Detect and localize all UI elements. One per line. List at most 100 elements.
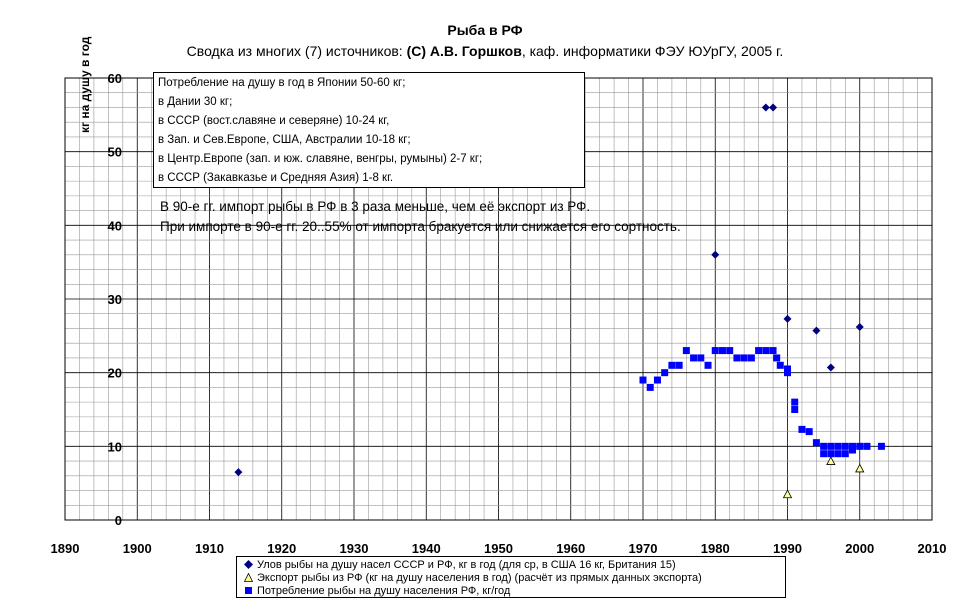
consumption-point bbox=[653, 376, 661, 384]
consumption-point bbox=[841, 442, 849, 450]
legend-item-consumption: Потребление рыбы на душу населения РФ, к… bbox=[243, 584, 785, 597]
y-tick-label: 30 bbox=[108, 292, 122, 307]
chart-marks bbox=[234, 103, 885, 499]
consumption-point bbox=[856, 442, 864, 450]
consumption-point bbox=[773, 354, 781, 362]
consumption-point bbox=[791, 398, 799, 406]
consumption-point bbox=[704, 361, 712, 369]
consumption-point bbox=[690, 354, 698, 362]
info-line: Потребление на душу в год в Японии 50-60… bbox=[158, 77, 406, 89]
consumption-point bbox=[726, 347, 734, 355]
note-import-export: В 90-е гг. импорт рыбы в РФ в 3 раза мен… bbox=[160, 199, 591, 214]
y-tick-label: 0 bbox=[115, 513, 122, 528]
y-axis-label: кг на душу в год bbox=[78, 36, 92, 133]
legend-label: Потребление рыбы на душу населения РФ, к… bbox=[257, 584, 511, 597]
y-tick-label: 40 bbox=[108, 218, 122, 233]
note-import-quality: При импорте в 90-е гг. 20..55% от импорт… bbox=[160, 219, 681, 234]
legend-item-catch: Улов рыбы на душу насел СССР и РФ, кг в … bbox=[243, 558, 785, 571]
x-tick-label: 1930 bbox=[340, 541, 369, 556]
consumption-point bbox=[820, 442, 828, 450]
consumption-point bbox=[762, 347, 770, 355]
catch-point bbox=[783, 314, 792, 323]
consumption-point bbox=[849, 446, 857, 454]
info-box: Потребление на душу в год в Японии 50-60… bbox=[153, 72, 585, 188]
export-point bbox=[855, 463, 865, 473]
info-line: в Центр.Европе (зап. и юж. славяне, венг… bbox=[158, 153, 483, 165]
consumption-point bbox=[791, 406, 799, 413]
info-line: в СССР (Закавказье и Средняя Азия) 1-8 к… bbox=[158, 172, 394, 184]
consumption-point bbox=[675, 361, 683, 369]
chart-subtitle: Сводка из многих (7) источников: (C) А.В… bbox=[0, 43, 970, 59]
catch-point bbox=[711, 250, 720, 259]
x-tick-label: 1970 bbox=[629, 541, 658, 556]
consumption-point bbox=[718, 347, 726, 355]
legend-label: Улов рыбы на душу насел СССР и РФ, кг в … bbox=[257, 558, 676, 571]
chart-ticks: 1890 1900 1910 1920 1930 1940 1950 1960 1970 1980… bbox=[51, 71, 947, 556]
consumption-point bbox=[784, 369, 791, 377]
consumption-point bbox=[827, 450, 835, 458]
consumption-point bbox=[798, 425, 806, 433]
chart-title: Рыба в РФ bbox=[447, 22, 523, 38]
x-tick-label: 1920 bbox=[267, 541, 296, 556]
consumption-point bbox=[682, 347, 690, 355]
consumption-point bbox=[769, 347, 777, 355]
consumption-point bbox=[711, 347, 719, 355]
consumption-point bbox=[733, 354, 741, 362]
x-tick-label: 2010 bbox=[918, 541, 947, 556]
y-tick-label: 20 bbox=[108, 366, 122, 381]
y-tick-label: 10 bbox=[108, 439, 122, 454]
info-line: в СССР (вост.славяне и северяне) 10-24 к… bbox=[158, 115, 390, 127]
consumption-point bbox=[697, 354, 705, 362]
consumption-point bbox=[820, 450, 828, 458]
consumption-point bbox=[668, 361, 676, 369]
consumption-point bbox=[646, 383, 654, 391]
triangle-marker-icon bbox=[243, 573, 253, 582]
x-tick-label: 1910 bbox=[195, 541, 224, 556]
x-tick-label: 1940 bbox=[412, 541, 441, 556]
consumption-point bbox=[863, 442, 871, 450]
x-tick-label: 1900 bbox=[123, 541, 152, 556]
consumption-point bbox=[784, 365, 791, 373]
consumption-point bbox=[827, 442, 835, 450]
catch-point bbox=[769, 103, 778, 112]
x-tick-label: 1890 bbox=[51, 541, 80, 556]
x-tick-label: 1990 bbox=[773, 541, 802, 556]
consumption-point bbox=[834, 442, 842, 450]
export-point bbox=[826, 456, 836, 465]
y-tick-label: 50 bbox=[108, 145, 122, 160]
y-tick-label: 60 bbox=[108, 71, 122, 86]
subtitle-author: (C) А.В. Горшков bbox=[406, 43, 522, 59]
consumption-point bbox=[755, 347, 763, 355]
catch-point bbox=[826, 363, 835, 372]
diamond-marker-icon bbox=[243, 560, 253, 569]
consumption-point bbox=[661, 369, 669, 377]
x-tick-label: 1980 bbox=[701, 541, 730, 556]
consumption-point bbox=[849, 442, 857, 450]
catch-point bbox=[855, 322, 864, 331]
x-tick-label: 1960 bbox=[556, 541, 585, 556]
subtitle-prefix: Сводка из многих (7) источников: bbox=[186, 43, 407, 59]
info-line: в Зап. и Сев.Европе, США, Австралии 10-1… bbox=[158, 134, 411, 146]
catch-point bbox=[812, 326, 821, 335]
subtitle-suffix: , каф. информатики ФЭУ ЮУрГУ, 2005 г. bbox=[521, 43, 784, 59]
consumption-point bbox=[639, 376, 647, 384]
chart-legend: Улов рыбы на душу насел СССР и РФ, кг в … bbox=[236, 556, 786, 598]
consumption-point bbox=[834, 450, 842, 458]
square-marker-icon bbox=[243, 586, 253, 595]
consumption-point bbox=[740, 354, 748, 362]
catch-point bbox=[761, 103, 770, 112]
x-tick-label: 1950 bbox=[484, 541, 513, 556]
consumption-point bbox=[805, 428, 813, 436]
info-line: в Дании 30 кг; bbox=[158, 96, 233, 108]
consumption-point bbox=[877, 442, 885, 450]
consumption-point bbox=[841, 450, 849, 458]
consumption-point bbox=[812, 439, 820, 447]
consumption-point bbox=[747, 354, 755, 362]
consumption-point bbox=[776, 361, 784, 369]
x-tick-label: 2000 bbox=[845, 541, 874, 556]
legend-label: Экспорт рыбы из РФ (кг на душу населения… bbox=[257, 571, 702, 584]
export-point bbox=[782, 489, 793, 499]
catch-point bbox=[234, 468, 243, 477]
legend-item-export: Экспорт рыбы из РФ (кг на душу населения… bbox=[243, 571, 785, 584]
